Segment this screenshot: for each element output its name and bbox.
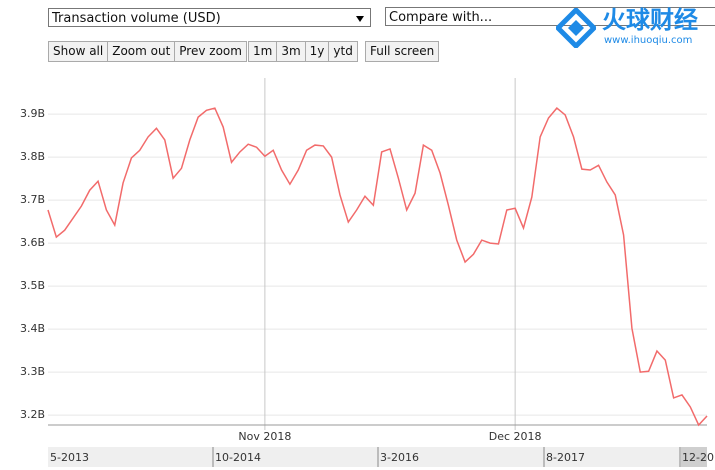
y-tick-label: 3.3B — [20, 365, 45, 378]
compare-select[interactable]: Compare with... — [385, 7, 715, 26]
zoom-button[interactable]: Prev zoom — [179, 44, 242, 58]
y-tick-label: 3.5B — [20, 279, 45, 292]
compare-text: Compare with... — [389, 10, 493, 25]
navigator-label: 5-2013 — [50, 451, 89, 464]
y-tick-label: 3.2B — [20, 408, 45, 421]
logo-name: 火球财经 — [602, 6, 698, 34]
navigator-label: 10-2014 — [215, 451, 261, 464]
y-tick-label: 3.4B — [20, 322, 45, 335]
range-button[interactable]: ytd — [333, 44, 353, 58]
logo: 火球财经 www.ihuoqiu.com — [556, 6, 715, 50]
y-tick-label: 3.7B — [20, 193, 45, 206]
range-button[interactable]: 3m — [277, 42, 306, 61]
x-tick-label: Dec 2018 — [489, 430, 542, 443]
dropdown-arrow — [356, 16, 364, 22]
navigator-selection — [681, 447, 707, 467]
fullscreen-group: Full screen — [365, 41, 440, 62]
logo-url: www.ihuoqiu.com — [604, 35, 693, 46]
range-button[interactable]: 1y — [306, 42, 330, 61]
zoom-button[interactable]: Show all — [49, 42, 109, 61]
logo-icon — [556, 8, 596, 48]
navigator-label: 3-2016 — [380, 451, 419, 464]
x-tick-label: Nov 2018 — [238, 430, 291, 443]
series-line — [47, 107, 708, 427]
navigator-label: 8-2017 — [546, 451, 585, 464]
range-buttons: 1m 3m 1y ytd — [248, 41, 358, 62]
y-tick-label: 3.9B — [20, 107, 45, 120]
navigator-label: 12-2018 — [682, 451, 715, 464]
fullscreen-button[interactable]: Full screen — [370, 44, 435, 58]
y-tick-label: 3.6B — [20, 236, 45, 249]
metric-select[interactable]: Transaction volume (USD) — [48, 8, 371, 27]
zoom-buttons: Show all Zoom out Prev zoom — [48, 41, 247, 62]
y-tick-label: 3.8B — [20, 150, 45, 163]
zoom-button[interactable]: Zoom out — [108, 42, 176, 61]
range-button[interactable]: 1m — [249, 42, 278, 61]
metric-text: Transaction volume (USD) — [52, 11, 221, 26]
